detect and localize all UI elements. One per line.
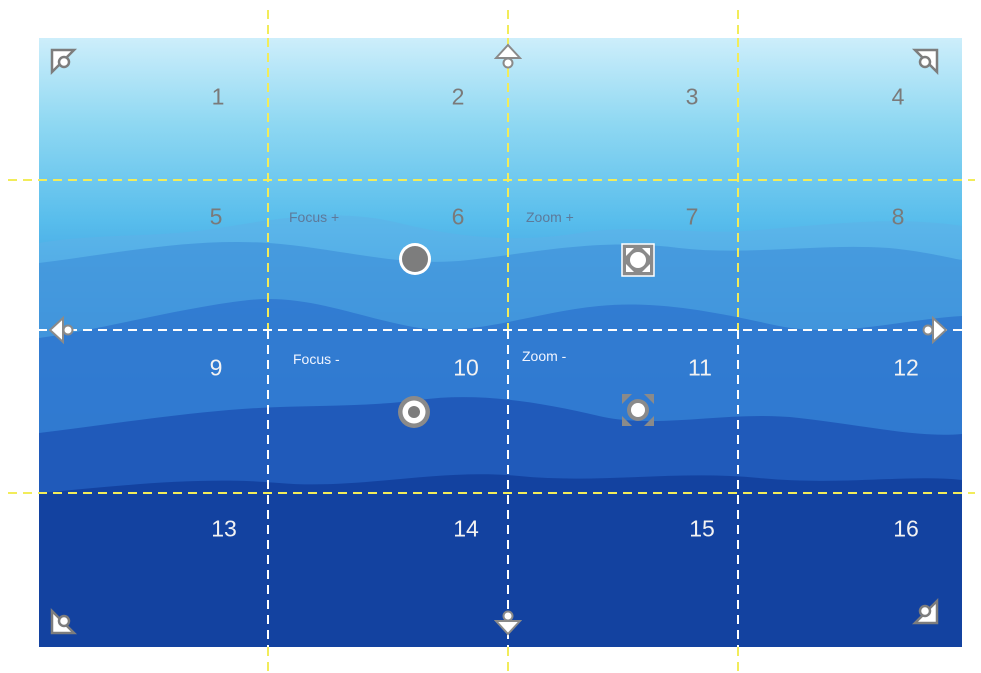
camera-view[interactable] [39, 38, 962, 647]
arrow-down-right-icon [911, 597, 939, 625]
filled-circle-icon [399, 243, 431, 275]
cell-number-11: 11 [688, 354, 712, 381]
cell-number-13: 13 [211, 515, 237, 542]
focus-plus-label: Focus + [289, 209, 340, 225]
zoom-plus-label: Zoom + [526, 209, 574, 225]
zoom-in-frame-icon [621, 243, 655, 277]
cell-number-3: 3 [685, 83, 699, 110]
cell-number-2: 2 [451, 83, 465, 110]
arrow-up-left-icon [50, 48, 78, 76]
cell-number-16: 16 [893, 515, 919, 542]
zoom-plus-button[interactable] [620, 242, 656, 278]
pan-up-button[interactable] [493, 43, 523, 71]
arrow-down-icon [493, 610, 523, 636]
cell-number-7: 7 [685, 203, 699, 230]
focus-plus-button[interactable] [397, 241, 433, 277]
zoom-minus-label: Zoom - [522, 348, 567, 364]
pan-down-right-button[interactable] [911, 597, 939, 625]
cell-number-14: 14 [453, 515, 479, 542]
arrow-left-icon [48, 315, 74, 345]
pan-up-left-button[interactable] [50, 48, 78, 76]
arrow-up-right-icon [911, 48, 939, 76]
arrow-right-icon [922, 315, 948, 345]
cell-number-10: 10 [453, 354, 479, 381]
pan-left-button[interactable] [48, 315, 76, 345]
focus-minus-label: Focus - [293, 351, 340, 367]
pan-down-button[interactable] [493, 608, 523, 636]
zoom-out-arrows-icon [622, 394, 654, 426]
cell-number-15: 15 [689, 515, 715, 542]
arrow-up-icon [493, 43, 523, 69]
mountain-landscape-image [39, 215, 962, 647]
cell-number-8: 8 [891, 203, 905, 230]
cell-number-5: 5 [209, 203, 223, 230]
cell-number-6: 6 [451, 203, 465, 230]
zoom-minus-button[interactable] [620, 392, 656, 428]
pan-right-button[interactable] [920, 315, 948, 345]
pan-down-left-button[interactable] [50, 607, 78, 635]
ring-dot-icon [398, 396, 430, 428]
arrow-down-left-icon [50, 607, 78, 635]
pan-up-right-button[interactable] [911, 48, 939, 76]
focus-minus-button[interactable] [396, 394, 432, 430]
cell-number-4: 4 [891, 83, 905, 110]
cell-number-9: 9 [209, 354, 223, 381]
cell-number-1: 1 [211, 83, 225, 110]
cell-number-12: 12 [893, 354, 919, 381]
